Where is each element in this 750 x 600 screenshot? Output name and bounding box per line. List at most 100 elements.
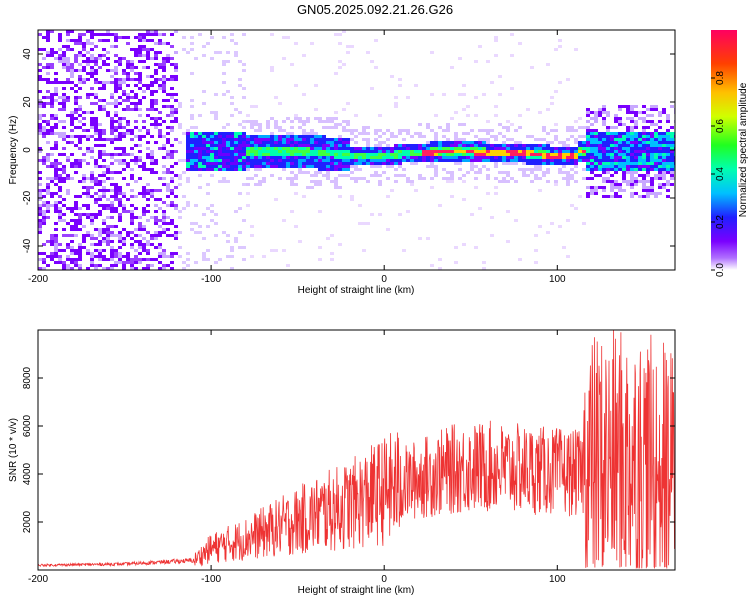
heatmap-cell (206, 183, 210, 186)
heatmap-cell (62, 180, 66, 183)
heatmap-cell (534, 177, 538, 180)
heatmap-cell (570, 174, 574, 177)
heatmap-cell (58, 132, 62, 135)
heatmap-cell (258, 165, 262, 168)
heatmap-cell (166, 54, 170, 57)
heatmap-cell (218, 153, 222, 156)
heatmap-cell (202, 258, 206, 261)
heatmap-cell (342, 63, 346, 66)
heatmap-cell (106, 204, 110, 207)
heatmap-cell (150, 117, 154, 120)
heatmap-cell (530, 144, 534, 147)
heatmap-cell (146, 267, 150, 270)
heatmap-cell (46, 51, 50, 54)
heatmap-cell (586, 132, 590, 135)
heatmap-cell (598, 114, 602, 117)
heatmap-cell (186, 51, 190, 54)
heatmap-cell (394, 96, 398, 99)
heatmap-cell (262, 141, 266, 144)
heatmap-cell (202, 213, 206, 216)
heatmap-cell (658, 186, 662, 189)
heatmap-cell (110, 177, 114, 180)
heatmap-cell (134, 66, 138, 69)
heatmap-cell (510, 144, 514, 147)
heatmap-cell (642, 162, 646, 165)
heatmap-cell (134, 261, 138, 264)
heatmap-cell (258, 129, 262, 132)
heatmap-cell (506, 174, 510, 177)
heatmap-cell (58, 186, 62, 189)
heatmap-cell (118, 159, 122, 162)
heatmap-cell (234, 42, 238, 45)
heatmap-cell (642, 141, 646, 144)
heatmap-cell (46, 36, 50, 39)
heatmap-cell (170, 45, 174, 48)
heatmap-cell (642, 147, 646, 150)
heatmap-cell (186, 153, 190, 156)
heatmap-cell (126, 99, 130, 102)
heatmap-cell (658, 159, 662, 162)
heatmap-cell (130, 129, 134, 132)
heatmap-cell (614, 156, 618, 159)
heatmap-cell (582, 150, 586, 153)
heatmap-cell (414, 132, 418, 135)
heatmap-cell (566, 174, 570, 177)
heatmap-cell (318, 258, 322, 261)
heatmap-cell (350, 195, 354, 198)
heatmap-cell (358, 222, 362, 225)
heatmap-cell (150, 90, 154, 93)
heatmap-cell (438, 156, 442, 159)
heatmap-cell (158, 117, 162, 120)
heatmap-cell (430, 156, 434, 159)
heatmap-cell (442, 156, 446, 159)
heatmap-cell (590, 141, 594, 144)
heatmap-cell (46, 33, 50, 36)
heatmap-cell (98, 249, 102, 252)
heatmap-cell (306, 117, 310, 120)
heatmap-cell (650, 150, 654, 153)
heatmap-cell (166, 42, 170, 45)
heatmap-cell (282, 159, 286, 162)
heatmap-cell (646, 126, 650, 129)
heatmap-cell (410, 156, 414, 159)
heatmap-cell (90, 66, 94, 69)
heatmap-cell (534, 150, 538, 153)
heatmap-cell (230, 246, 234, 249)
heatmap-cell (426, 141, 430, 144)
heatmap-cell (222, 36, 226, 39)
heatmap-cell (74, 261, 78, 264)
heatmap-cell (194, 165, 198, 168)
heatmap-cell (94, 93, 98, 96)
heatmap-x-tick-label: -100 (201, 274, 221, 285)
heatmap-cell (118, 84, 122, 87)
heatmap-cell (310, 174, 314, 177)
heatmap-cell (114, 249, 118, 252)
heatmap-cell (126, 153, 130, 156)
heatmap-cell (222, 180, 226, 183)
heatmap-cell (666, 114, 670, 117)
heatmap-cell (626, 159, 630, 162)
heatmap-cell (78, 195, 82, 198)
heatmap-cell (118, 255, 122, 258)
heatmap-cell (62, 108, 66, 111)
heatmap-cell (166, 183, 170, 186)
heatmap-cell (658, 144, 662, 147)
heatmap-cell (226, 150, 230, 153)
heatmap-cell (98, 39, 102, 42)
heatmap-cell (170, 171, 174, 174)
heatmap-cell (642, 195, 646, 198)
heatmap-cell (622, 162, 626, 165)
heatmap-cell (438, 126, 442, 129)
heatmap-cell (90, 219, 94, 222)
heatmap-cell (554, 150, 558, 153)
heatmap-cell (354, 135, 358, 138)
heatmap-cell (66, 45, 70, 48)
heatmap-cell (594, 135, 598, 138)
heatmap-cell (138, 78, 142, 81)
heatmap-cell (510, 87, 514, 90)
heatmap-cell (386, 129, 390, 132)
heatmap-cell (206, 258, 210, 261)
heatmap-cell (498, 159, 502, 162)
heatmap-cell (66, 264, 70, 267)
heatmap-cell (78, 96, 82, 99)
